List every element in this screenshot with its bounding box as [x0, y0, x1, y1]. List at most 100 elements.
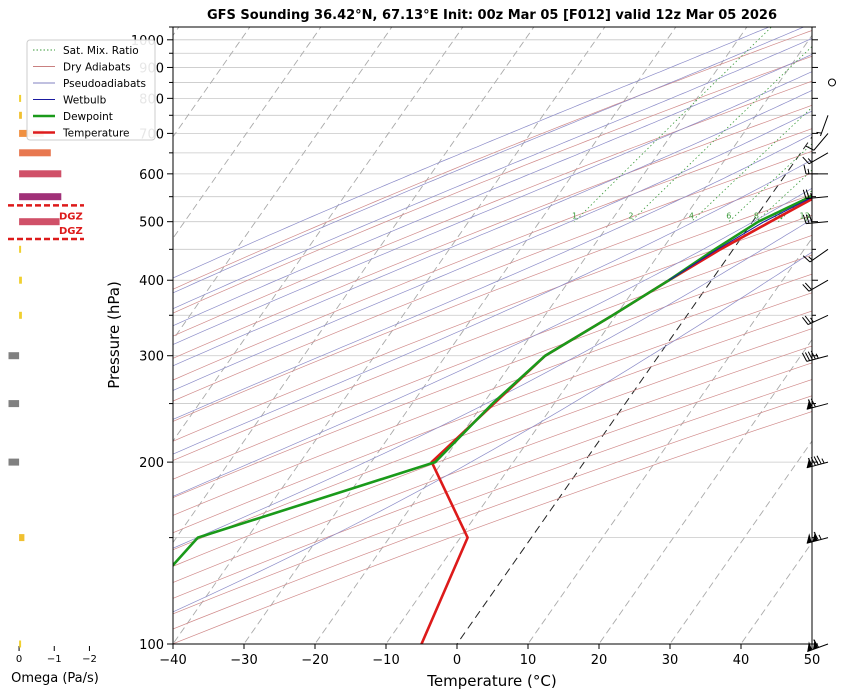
- omega-bar: [19, 170, 62, 178]
- y-tick-label: 100: [139, 638, 164, 653]
- legend-label: Dewpoint: [63, 111, 113, 123]
- wind-barb: [806, 455, 829, 469]
- wind-barb: [802, 314, 829, 326]
- chart-title: GFS Sounding 36.42°N, 67.13°E Init: 00z …: [207, 8, 777, 23]
- y-tick-label: 500: [139, 216, 164, 231]
- wind-barb: [802, 279, 829, 292]
- dry-adiabat-line: [173, 362, 812, 599]
- isotherm-line: [173, 27, 322, 239]
- x-tick-label: 40: [733, 653, 750, 668]
- dry-adiabat-line: [173, 292, 812, 534]
- pseudoadiabat-line: [173, 187, 812, 497]
- plot-frame: [172, 26, 813, 645]
- pseudoadiabat-line: [173, 38, 812, 310]
- omega-bar: [19, 245, 22, 253]
- wind-barb: [802, 248, 829, 263]
- pseudoadiabat-line: [173, 89, 812, 367]
- pseudoadiabat-line: [173, 54, 812, 327]
- y-tick-label: 400: [139, 274, 164, 289]
- mixing-ratio-label: 8: [754, 212, 759, 221]
- pseudoadiabat-line: [173, 159, 812, 455]
- dry-adiabat-line: [173, 254, 812, 498]
- isotherm-line: [173, 27, 393, 341]
- mixing-ratio-label: 16: [821, 212, 831, 221]
- mixing-ratio-line: [728, 143, 812, 222]
- isotherm-line: [173, 27, 464, 442]
- x-tick-label: −30: [230, 653, 257, 668]
- mixing-ratio-label: 20: [844, 212, 852, 221]
- omega-tick-label: −2: [82, 654, 97, 665]
- legend-box: [26, 39, 156, 141]
- series-line-dewpoint: [173, 194, 812, 568]
- omega-axis-label: Omega (Pa/s): [11, 671, 99, 686]
- mixing-ratio-label: 13: [800, 212, 810, 221]
- wind-barbs: [802, 78, 836, 652]
- wind-barb: [805, 133, 829, 151]
- background-lines: 1246810131620243036: [173, 27, 852, 644]
- dgz-label-top: DGZ: [59, 226, 83, 237]
- pseudoadiabat-line: [173, 133, 812, 420]
- wind-barb: [802, 214, 829, 225]
- dgz-label-bottom: DGZ: [59, 211, 83, 222]
- pseudoadiabat-line: [173, 27, 770, 279]
- x-tick-label: −20: [301, 653, 328, 668]
- dry-adiabat-line: [173, 172, 812, 422]
- mixing-ratio-label: 1: [572, 212, 577, 221]
- wind-barb: [828, 78, 836, 87]
- dry-adiabat-line: [173, 104, 812, 359]
- y-tick-label: 600: [139, 168, 164, 183]
- legend-label: Pseudoadiabats: [63, 78, 146, 90]
- isotherm-line: [740, 541, 812, 644]
- isotherm-line: [385, 34, 812, 644]
- pseudoadiabat-line: [173, 251, 812, 613]
- pseudoadiabat-line: [173, 27, 805, 294]
- wind-barb: [802, 189, 829, 200]
- omega-panel: 0 −1 −2 DGZ DGZ: [8, 94, 97, 665]
- omega-tick-label: −1: [47, 654, 62, 665]
- legend-label: Sat. Mix. Ratio: [63, 45, 139, 57]
- series-line-wetbulb: [668, 196, 812, 281]
- mixing-ratio-label: 2: [628, 212, 633, 221]
- wind-barb: [803, 164, 828, 175]
- dry-adiabat-line: [173, 194, 812, 442]
- omega-bar: [8, 400, 20, 408]
- isotherm-line: [598, 338, 812, 644]
- legend-label: Temperature: [62, 128, 130, 140]
- pseudoadiabat-line: [173, 71, 812, 345]
- mixing-ratio-line: [630, 45, 812, 222]
- zero-isotherm-line: [456, 135, 812, 644]
- wind-barb: [806, 398, 829, 410]
- isotherm-line: [173, 27, 535, 544]
- dry-adiabat-line: [173, 55, 812, 314]
- isotherm-line: [527, 237, 812, 644]
- omega-bar: [19, 111, 22, 119]
- omega-bar: [19, 218, 60, 226]
- dry-adiabat-line: [173, 379, 812, 615]
- dry-adiabat-line: [173, 30, 812, 290]
- dry-adiabat-line: [173, 345, 812, 583]
- isotherm-line: [314, 27, 748, 644]
- y-axis-label: Pressure (hPa): [105, 281, 123, 389]
- omega-bar: [19, 193, 62, 201]
- dry-adiabat-line: [173, 273, 812, 516]
- dry-adiabat-line: [173, 128, 812, 381]
- omega-bar: [8, 352, 20, 360]
- x-axis-label: Temperature (°C): [426, 672, 556, 690]
- dry-adiabat-line: [173, 150, 812, 402]
- x-tick-label: 50: [804, 653, 821, 668]
- legend-label: Dry Adiabats: [63, 62, 131, 74]
- x-tick-label: −40: [159, 653, 186, 668]
- mixing-ratio-line: [691, 106, 812, 222]
- omega-bar: [8, 458, 20, 466]
- isotherm-line: [173, 27, 606, 644]
- mixing-ratio-label: 6: [726, 212, 731, 221]
- y-tick-label: 300: [139, 350, 164, 365]
- isotherm-line: [669, 440, 812, 644]
- mixing-ratio-line: [574, 27, 772, 222]
- omega-bar: [19, 276, 22, 284]
- dry-adiabat-line: [173, 310, 812, 551]
- omega-bar: [19, 640, 22, 648]
- x-tick-label: 10: [520, 653, 537, 668]
- mixing-ratio-label: 4: [689, 212, 694, 221]
